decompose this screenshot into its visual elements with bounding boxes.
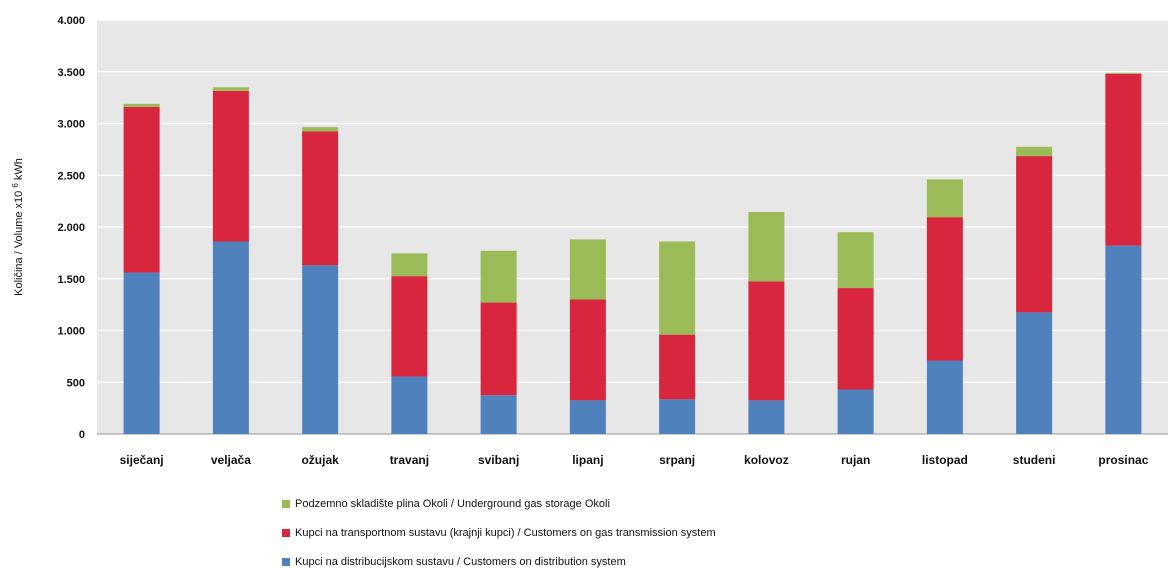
- bar-segment-srpanj-series-2: [659, 241, 696, 335]
- bar-segment-lipanj-series-1: [569, 299, 606, 401]
- x-tick-label: svibanj: [478, 453, 519, 467]
- bar-segment-listopad-series-2: [926, 179, 963, 218]
- bar-segment-siječanj-series-1: [123, 106, 160, 273]
- bar-segment-svibanj-series-1: [480, 302, 517, 396]
- bar-segment-studeni-series-0: [1016, 312, 1053, 434]
- bar-segment-prosinac-series-0: [1105, 245, 1142, 434]
- y-tick-label: 1.000: [57, 326, 85, 338]
- bar-segment-svibanj-series-0: [480, 395, 517, 434]
- bar-segment-ožujak-series-2: [302, 127, 339, 132]
- x-tick-label: travanj: [390, 453, 429, 467]
- bar-segment-travanj-series-2: [391, 253, 428, 277]
- bar-segment-kolovoz-series-2: [748, 211, 785, 282]
- y-tick-label: 2.000: [57, 222, 85, 234]
- bar-segment-listopad-series-0: [926, 360, 963, 434]
- y-tick-label: 3.500: [57, 67, 85, 79]
- bar-segment-ožujak-series-0: [302, 265, 339, 434]
- bar-segment-srpanj-series-0: [659, 399, 696, 434]
- bar-segment-studeni-series-1: [1016, 156, 1053, 313]
- bar-segment-svibanj-series-2: [480, 250, 517, 303]
- bar-segment-lipanj-series-2: [569, 239, 606, 300]
- y-tick-label: 1.500: [57, 274, 85, 286]
- legend-entry: Kupci na distribucijskom sustavu / Custo…: [282, 554, 716, 570]
- x-tick-label: listopad: [922, 453, 968, 467]
- bar-segment-studeni-series-2: [1016, 146, 1053, 157]
- bar-segment-srpanj-series-1: [659, 334, 696, 400]
- legend-entry: Kupci na transportnom sustavu (krajnji k…: [282, 525, 716, 541]
- y-tick-label: 4.000: [57, 15, 85, 27]
- bar-segment-siječanj-series-0: [123, 272, 160, 434]
- bar-segment-travanj-series-0: [391, 376, 428, 434]
- y-tick-label: 2.500: [57, 170, 85, 182]
- x-tick-label: siječanj: [120, 453, 164, 467]
- legend-entry: Podzemno skladište plina Okoli / Undergr…: [282, 496, 716, 512]
- x-tick-label: kolovoz: [744, 453, 789, 467]
- bar-segment-siječanj-series-2: [123, 103, 160, 107]
- x-tick-label: ožujak: [301, 453, 339, 467]
- bar-segment-kolovoz-series-1: [748, 281, 785, 401]
- y-tick-label: 3.000: [57, 119, 85, 131]
- legend-swatch: [282, 500, 290, 508]
- bar-segment-rujan-series-1: [837, 288, 874, 390]
- x-tick-label: veljača: [211, 453, 251, 467]
- x-tick-label: srpanj: [659, 453, 695, 467]
- bar-segment-travanj-series-1: [391, 276, 428, 377]
- y-axis-label: Količina / Volume x10 6 kWh: [11, 158, 26, 296]
- legend-swatch: [282, 558, 290, 566]
- bar-segment-lipanj-series-0: [569, 400, 606, 434]
- y-tick-label: 500: [67, 377, 85, 389]
- bar-segment-kolovoz-series-0: [748, 400, 785, 434]
- legend-swatch: [282, 529, 290, 537]
- legend-label: Podzemno skladište plina Okoli / Undergr…: [295, 498, 610, 510]
- chart-legend: Podzemno skladište plina Okoli / Undergr…: [282, 496, 716, 583]
- bar-segment-prosinac-series-2: [1105, 72, 1142, 74]
- legend-label: Kupci na distribucijskom sustavu / Custo…: [295, 556, 626, 568]
- bar-segment-veljača-series-1: [212, 90, 249, 242]
- y-tick-label: 0: [79, 429, 85, 441]
- bar-segment-rujan-series-0: [837, 389, 874, 434]
- bar-segment-prosinac-series-1: [1105, 73, 1142, 246]
- x-tick-label: prosinac: [1098, 453, 1148, 467]
- bar-segment-ožujak-series-1: [302, 131, 339, 266]
- bar-segment-veljača-series-2: [212, 87, 249, 91]
- x-tick-label: studeni: [1013, 453, 1056, 467]
- x-tick-label: lipanj: [572, 453, 603, 467]
- bar-segment-veljača-series-0: [212, 241, 249, 434]
- x-tick-label: rujan: [841, 453, 870, 467]
- bar-segment-listopad-series-1: [926, 217, 963, 361]
- bar-segment-rujan-series-2: [837, 232, 874, 289]
- legend-label: Kupci na transportnom sustavu (krajnji k…: [295, 527, 716, 539]
